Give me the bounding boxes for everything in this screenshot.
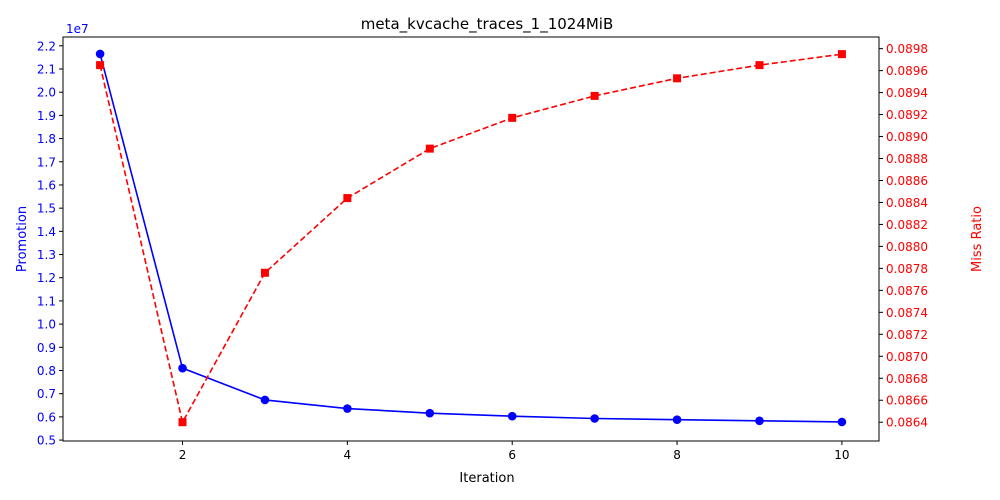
data-point-right xyxy=(508,113,517,122)
x-tick-label: 4 xyxy=(344,448,352,462)
series-layer xyxy=(95,49,847,427)
data-point-left xyxy=(507,411,517,421)
data-point-right xyxy=(673,74,682,83)
left-y-tick-label: 1.2 xyxy=(37,271,56,285)
x-tick-label: 8 xyxy=(673,448,681,462)
right-y-tick-label: 0.0886 xyxy=(886,174,928,188)
data-point-right xyxy=(425,144,434,153)
right-y-tick-label: 0.0872 xyxy=(886,328,928,342)
left-y-tick-label: 1.4 xyxy=(37,225,56,239)
right-axis-label: Miss Ratio xyxy=(970,206,985,272)
left-y-tick-label: 1.6 xyxy=(37,178,56,192)
left-y-tick-label: 2.0 xyxy=(37,86,56,100)
right-y-tick-label: 0.0874 xyxy=(886,306,928,320)
left-y-tick-label: 0.7 xyxy=(37,387,56,401)
data-point-left xyxy=(755,416,764,426)
x-tick-label: 2 xyxy=(179,448,187,462)
data-point-left xyxy=(178,363,187,373)
left-y-tick-label: 0.8 xyxy=(37,364,56,378)
right-y-tick-label: 0.0880 xyxy=(886,240,928,254)
axes-layer: 2 4 6 8 10 0.5 0.6 0.7 0.8 0.9 1.0 1.1 1.2 1.3 1.4 1.5 1… xyxy=(37,39,928,462)
right-y-tick-label: 0.0882 xyxy=(886,218,928,232)
right-y-tick-label: 0.0876 xyxy=(886,284,928,298)
right-y-tick-label: 0.0864 xyxy=(886,416,928,430)
right-y-tick-label: 0.0866 xyxy=(886,394,928,408)
left-y-tick-label: 1.8 xyxy=(37,132,56,146)
right-y-tick-label: 0.0898 xyxy=(886,42,928,56)
left-axis-offset-text: 1e7 xyxy=(66,22,89,36)
left-axis-label: Promotion xyxy=(15,206,30,272)
data-point-right xyxy=(590,91,599,100)
left-y-tick-label: 1.1 xyxy=(37,294,56,308)
right-y-tick-label: 0.0890 xyxy=(886,130,928,144)
chart-title: meta_kvcache_traces_1_1024MiB xyxy=(361,15,614,34)
left-y-tick-label: 0.5 xyxy=(37,434,56,448)
data-point-right xyxy=(96,61,105,70)
data-point-left xyxy=(260,395,270,405)
right-y-tick-label: 0.0892 xyxy=(886,108,928,122)
data-point-left xyxy=(425,408,435,418)
data-point-left xyxy=(343,404,352,413)
left-y-tick-label: 1.7 xyxy=(37,155,56,169)
x-tick-label: 10 xyxy=(834,448,849,462)
data-point-right xyxy=(837,50,846,59)
data-point-left xyxy=(672,415,682,424)
left-y-tick-label: 2.2 xyxy=(37,39,56,53)
right-y-tick-label: 0.0878 xyxy=(886,262,928,276)
right-y-tick-label: 0.0894 xyxy=(886,86,928,100)
data-point-right xyxy=(260,268,269,277)
x-tick-label: 6 xyxy=(508,448,516,462)
plot-frame xyxy=(62,36,880,442)
right-y-tick-label: 0.0884 xyxy=(886,196,928,210)
right-y-tick-label: 0.0868 xyxy=(886,372,928,386)
right-y-tick-label: 0.0896 xyxy=(886,64,928,78)
data-point-right xyxy=(178,418,187,427)
left-y-tick-label: 2.1 xyxy=(37,63,56,77)
left-y-tick-label: 0.6 xyxy=(37,410,56,424)
right-y-tick-label: 0.0870 xyxy=(886,350,928,364)
series-line-right xyxy=(99,53,843,425)
right-y-tick-label: 0.0888 xyxy=(886,152,928,166)
data-point-right xyxy=(755,61,764,70)
left-y-tick-label: 1.3 xyxy=(37,248,56,262)
data-point-right xyxy=(343,194,352,203)
data-point-left xyxy=(590,414,599,423)
left-y-tick-label: 1.5 xyxy=(37,202,56,216)
x-axis-label: Iteration xyxy=(459,471,514,486)
left-y-tick-label: 1.0 xyxy=(37,318,56,332)
left-y-tick-label: 1.9 xyxy=(37,109,56,123)
data-point-left xyxy=(837,417,847,427)
data-point-left xyxy=(95,49,105,59)
left-y-tick-label: 0.9 xyxy=(37,341,56,355)
series-line-left xyxy=(99,53,842,423)
